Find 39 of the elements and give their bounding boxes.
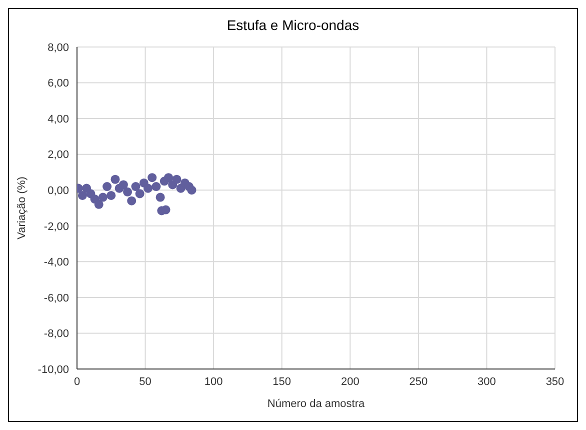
point — [164, 173, 174, 182]
point — [172, 174, 182, 184]
y-tick-label: -4,00 — [44, 256, 69, 269]
y-tick-label: 2,00 — [48, 149, 69, 162]
point — [118, 180, 128, 190]
point — [102, 182, 112, 192]
x-tick-label: 50 — [139, 376, 152, 388]
y-axis-title: Variação (%) — [16, 176, 28, 240]
point — [187, 186, 196, 195]
point — [156, 192, 165, 202]
x-tick-label: 250 — [409, 376, 428, 388]
y-tick-label: 4,00 — [48, 113, 69, 126]
point — [152, 182, 161, 192]
point — [131, 182, 140, 192]
point — [94, 200, 104, 209]
x-axis-title: Número da amostra — [267, 398, 366, 410]
y-tick-label: -8,00 — [44, 328, 69, 340]
y-tick-label: 0,00 — [48, 185, 69, 198]
point — [127, 196, 136, 206]
y-tick-label: -10,00 — [38, 364, 69, 376]
point — [144, 184, 153, 193]
y-tick-label: -6,00 — [44, 292, 69, 304]
y-tick-label: -2,00 — [44, 220, 69, 233]
point — [78, 190, 87, 200]
x-tick-label: 200 — [340, 376, 360, 388]
x-tick-label: 300 — [478, 376, 496, 388]
point — [106, 190, 116, 200]
x-tick-label: 350 — [546, 376, 564, 388]
point — [135, 189, 144, 198]
point — [148, 173, 157, 182]
y-tick-label: 8,00 — [48, 42, 69, 54]
x-tick-label: 100 — [204, 376, 223, 388]
point — [123, 187, 132, 196]
x-tick-label: 150 — [272, 376, 292, 388]
y-tick-label: 6,00 — [48, 78, 69, 90]
point — [98, 192, 108, 202]
chart-title: Estufa e Micro-ondas — [226, 17, 360, 35]
point — [110, 174, 120, 184]
x-tick-label: 0 — [74, 376, 80, 388]
